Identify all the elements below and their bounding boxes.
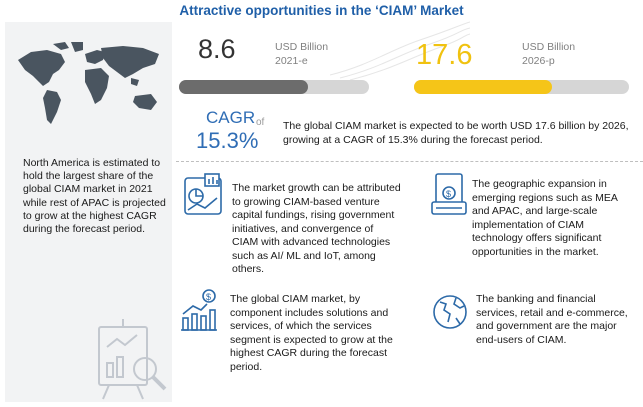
info-block-component: The global CIAM market, by component inc…: [230, 293, 393, 373]
decorative-lines: [330, 21, 470, 80]
chart-analysis-icon: [184, 173, 222, 215]
market-bar-2021: [179, 80, 369, 94]
market-unit-2021: USD Billion 2021-e: [275, 40, 328, 68]
left-panel: North America is estimated to hold the l…: [5, 22, 172, 402]
section-divider: [176, 161, 643, 162]
svg-text:$: $: [206, 292, 211, 302]
market-value-2026: 17.6: [416, 39, 473, 71]
cagr-of-label: of: [256, 117, 265, 128]
globe-icon: [433, 295, 467, 329]
market-bar-2021-fill: [179, 80, 309, 94]
analytics-board-icon: [98, 319, 167, 400]
unit-label-2026: USD Billion: [522, 41, 576, 53]
page-title: Attractive opportunities in the ‘CIAM’ M…: [179, 3, 464, 18]
unit-label-2021: USD Billion: [275, 41, 329, 53]
world-map-icon: [18, 42, 159, 124]
year-label-2021: 2021-e: [275, 55, 308, 67]
info-block-growth: The market growth can be attributed to g…: [232, 182, 401, 275]
info-block-geographic: The geographic expansion in emerging reg…: [472, 178, 618, 258]
year-label-2026: 2026-p: [522, 55, 555, 67]
market-bar-2026: [414, 80, 629, 94]
growth-bars-icon: $: [181, 289, 217, 331]
cagr-description: The global CIAM market is expected to be…: [283, 120, 629, 146]
cagr-value: 15.3%: [196, 128, 259, 153]
market-value-2021: 8.6: [198, 34, 236, 64]
svg-text:$: $: [446, 189, 451, 199]
left-panel-text: North America is estimated to hold the l…: [23, 157, 166, 236]
info-block-end-users: The banking and financial services, reta…: [476, 293, 628, 346]
market-unit-2026: USD Billion 2026-p: [522, 40, 575, 68]
cagr-label: CAGR: [206, 108, 256, 127]
money-icon: $: [431, 173, 467, 215]
market-bar-2026-fill: [414, 80, 552, 94]
